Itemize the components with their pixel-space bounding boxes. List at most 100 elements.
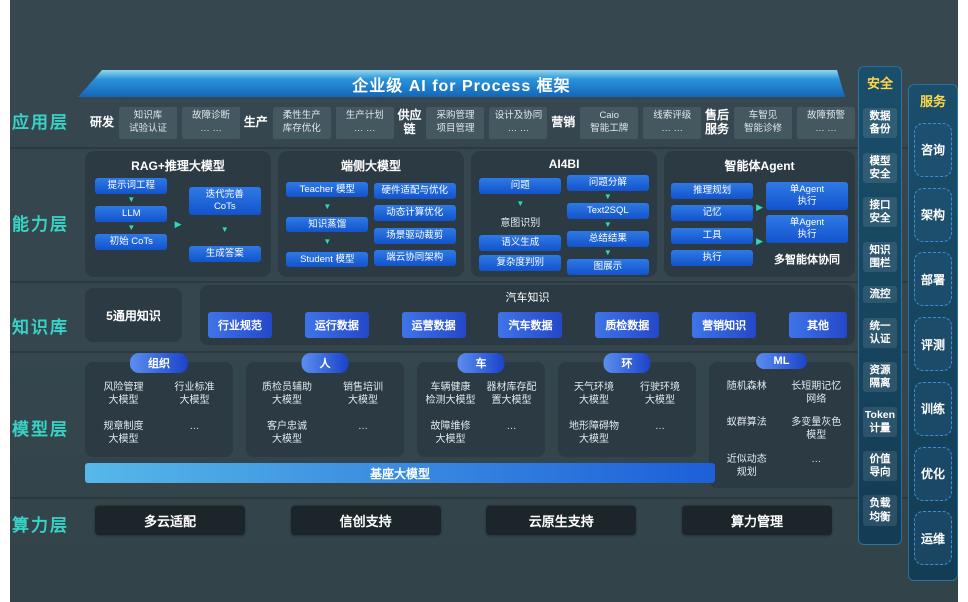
security-item: 接口 安全 xyxy=(863,197,897,228)
model-item: … xyxy=(506,420,517,432)
arrow-down-icon: ▼ xyxy=(220,225,229,235)
model-item: 长短期记忆 网络 xyxy=(791,380,842,405)
app-group-production: 生产 柔性生产 库存优化 生产计划 … … xyxy=(244,107,394,139)
app-chip: 柔性生产 库存优化 xyxy=(272,107,331,139)
layer-label-model: 模型层 xyxy=(12,420,69,439)
flow-node: 问题分解 xyxy=(566,175,649,191)
service-item: 架构 xyxy=(914,187,952,242)
app-group-rnd: 研发 知识库 试验认证 故障诊断 … … xyxy=(90,107,241,139)
layer-label-knowledge: 知识库 xyxy=(12,318,69,337)
service-item: 训练 xyxy=(914,381,952,436)
app-group-after-sales: 售后 服务 车智见 智能诊修 故障预警 … … xyxy=(705,107,855,139)
compute-box-multicloud: 多云适配 xyxy=(95,505,245,535)
model-item: 行业标准 大模型 xyxy=(174,382,215,407)
compute-box-management: 算力管理 xyxy=(681,505,832,535)
feature-chip: 场景驱动裁剪 xyxy=(373,227,456,244)
flow-node: LLM xyxy=(95,205,168,222)
app-chip: 知识库 试验认证 xyxy=(119,107,178,139)
security-item: 价值 导向 xyxy=(863,450,897,482)
model-item: 风险管理 大模型 xyxy=(103,382,144,407)
security-item: 流控 xyxy=(863,286,897,304)
flow-node: 总结结果 xyxy=(566,230,649,247)
service-sidebar-title: 服务 xyxy=(919,94,946,109)
model-group-people: 人 质检员辅助 大模型 销售培训 大模型 客户忠诚 大模型 … xyxy=(246,353,404,457)
framework-title-banner: 企业级 AI for Process 框架 xyxy=(78,70,845,97)
app-chip: 车智见 智能诊修 xyxy=(733,107,792,139)
knowledge-chip: 其他 xyxy=(788,312,847,338)
knowledge-chip: 运行数据 xyxy=(304,312,369,338)
layer-divider xyxy=(10,497,958,499)
security-item: 数据 备份 xyxy=(863,108,897,139)
agent-exec-chip: 单Agent 执行 xyxy=(766,182,849,210)
model-group-pill: 组织 xyxy=(130,353,188,373)
model-item: 地形障碍物 大模型 xyxy=(569,420,619,445)
flow-node: 迭代完善 CoTs xyxy=(188,187,261,216)
layer-divider xyxy=(10,351,958,353)
security-item: Token 计量 xyxy=(863,406,897,437)
app-group-name: 生产 xyxy=(243,115,268,130)
arrow-down-icon: ▼ xyxy=(603,247,612,257)
security-item: 统一 认证 xyxy=(863,317,897,348)
feature-chip: 端云协同架构 xyxy=(373,250,456,267)
agent-component-chip: 执行 xyxy=(671,250,754,267)
model-item: 质检员辅助 大模型 xyxy=(262,382,312,407)
capability-box-edge-model: 端侧大模型 Teacher 模型 ▼ 知识蒸馏 ▼ Student 模型 硬件适… xyxy=(278,151,465,277)
model-item: 随机森林 xyxy=(726,380,767,392)
arrow-right-icon: ▶ xyxy=(174,219,182,229)
knowledge-chip: 运营数据 xyxy=(401,312,466,338)
flow-node: 语义生成 xyxy=(479,234,562,251)
model-layer-row: 组织 风险管理 大模型 行业标准 大模型 规章制度 大模型 … 人 质检员辅助 … xyxy=(85,353,855,488)
arrow-down-icon: ▼ xyxy=(603,219,612,229)
model-item: … xyxy=(655,420,665,432)
layer-label-compute: 算力层 xyxy=(12,516,69,535)
layer-divider xyxy=(10,147,958,149)
model-item: 行驶环境 大模型 xyxy=(640,382,680,407)
app-group-name: 研发 xyxy=(90,115,115,130)
security-sidebar: 安全 数据 备份 模型 安全 接口 安全 知识 围栏 流控 统一 认证 资源 隔… xyxy=(858,66,902,545)
model-item: 故障维修 大模型 xyxy=(430,420,471,445)
fork-connector: ▶ ▶ xyxy=(756,178,763,271)
layer-divider xyxy=(10,281,958,283)
model-group-pill: 人 xyxy=(301,353,349,373)
capability-box-agent: 智能体Agent 推理规划 记忆 工具 执行 ▶ ▶ 单Agent 执行 单Ag… xyxy=(664,151,856,277)
capability-box-title: AI4BI xyxy=(548,157,580,171)
app-group-marketing: 营销 Caio 智能工牌 线索评级 … … xyxy=(551,107,702,139)
model-item: 车辆健康 检测大模型 xyxy=(425,382,476,407)
app-group-name: 营销 xyxy=(551,115,576,130)
agent-component-chip: 记忆 xyxy=(671,205,754,222)
compute-box-cloudnative: 云原生支持 xyxy=(486,505,637,535)
service-item: 部署 xyxy=(914,252,952,307)
layer-label-capability: 能力层 xyxy=(12,215,69,234)
flow-node: 生成答案 xyxy=(188,245,261,262)
flow-node: 问题 xyxy=(479,178,562,195)
model-item: 多变量灰色 模型 xyxy=(791,417,842,441)
flow-node: 复杂度判别 xyxy=(479,255,562,271)
knowledge-chip: 质检数据 xyxy=(595,312,660,338)
security-item: 知识 围栏 xyxy=(863,241,897,272)
security-item: 负载 均衡 xyxy=(863,495,897,526)
model-group-ml: ML 随机森林 长短期记忆 网络 蚁群算法 多变量灰色 模型 近似动态 规划 … xyxy=(709,353,854,488)
app-chip: 设计及协同 … … xyxy=(489,107,548,139)
model-item: 器材库存配 置大模型 xyxy=(486,382,537,407)
general-knowledge-box: 5通用知识 xyxy=(85,288,182,342)
service-item: 评测 xyxy=(914,317,952,371)
compute-box-xinchuang: 信创支持 xyxy=(290,505,441,535)
capability-box-title: RAG+推理大模型 xyxy=(131,159,225,173)
feature-chip: 动态计算优化 xyxy=(373,205,456,222)
foundation-model-bar: 基座大模型 xyxy=(85,463,715,483)
service-sidebar: 服务 咨询 架构 部署 评测 训练 优化 运维 xyxy=(908,84,958,581)
arrow-down-icon: ▼ xyxy=(323,202,332,211)
model-item: … xyxy=(189,420,200,432)
model-item: 天气环境 大模型 xyxy=(574,382,614,407)
flow-node: Text2SQL xyxy=(566,202,649,219)
flow-node: 图展示 xyxy=(566,258,649,275)
model-item: 蚁群算法 xyxy=(726,417,767,428)
capability-box-title: 智能体Agent xyxy=(724,159,795,173)
agent-exec-chip: 单Agent 执行 xyxy=(766,215,849,243)
arrow-down-icon: ▼ xyxy=(127,194,136,204)
framework-title: 企业级 AI for Process 框架 xyxy=(352,77,571,95)
compute-layer-row: 多云适配 信创支持 云原生支持 算力管理 xyxy=(95,505,832,535)
automotive-knowledge-title: 汽车知识 xyxy=(505,292,550,304)
arrow-down-icon: ▼ xyxy=(603,191,612,201)
model-group-pill: ML xyxy=(755,353,808,369)
